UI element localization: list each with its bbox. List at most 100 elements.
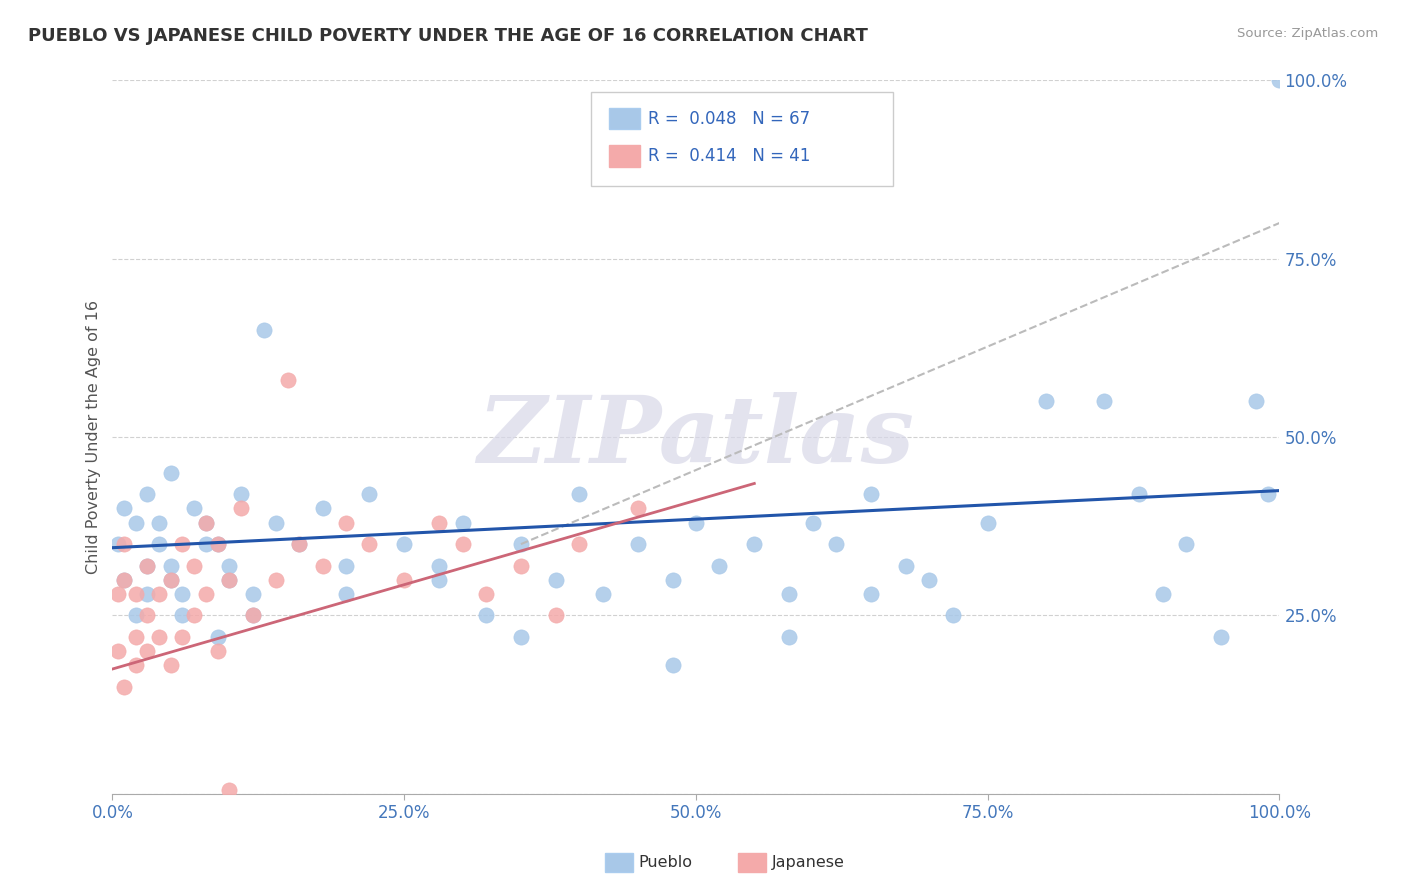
- Point: [136, 644, 159, 658]
- Point: [183, 558, 205, 573]
- Point: [509, 558, 531, 573]
- Point: [160, 658, 183, 673]
- Point: [194, 516, 217, 530]
- Point: [860, 587, 883, 601]
- Point: [125, 608, 148, 623]
- Point: [709, 558, 731, 573]
- Text: PUEBLO VS JAPANESE CHILD POVERTY UNDER THE AGE OF 16 CORRELATION CHART: PUEBLO VS JAPANESE CHILD POVERTY UNDER T…: [28, 27, 868, 45]
- Point: [112, 537, 135, 551]
- Point: [1035, 394, 1057, 409]
- Point: [207, 537, 229, 551]
- Point: [778, 587, 800, 601]
- Point: [276, 373, 298, 387]
- Point: [229, 501, 252, 516]
- Point: [125, 658, 148, 673]
- Point: [125, 516, 148, 530]
- Point: [242, 608, 264, 623]
- Point: [148, 537, 170, 551]
- Text: R =  0.414   N = 41: R = 0.414 N = 41: [648, 147, 810, 165]
- Point: [242, 587, 264, 601]
- Point: [172, 608, 194, 623]
- Point: [544, 608, 567, 623]
- Point: [1257, 487, 1279, 501]
- Point: [253, 323, 276, 337]
- Point: [136, 608, 159, 623]
- Point: [825, 537, 848, 551]
- Point: [160, 573, 183, 587]
- Point: [112, 501, 135, 516]
- Point: [264, 573, 287, 587]
- Point: [335, 516, 357, 530]
- Point: [172, 630, 194, 644]
- Point: [475, 608, 498, 623]
- Point: [148, 587, 170, 601]
- Point: [207, 537, 229, 551]
- Point: [207, 630, 229, 644]
- Point: [311, 558, 333, 573]
- Point: [107, 537, 129, 551]
- Point: [451, 516, 474, 530]
- Point: [136, 558, 159, 573]
- Point: [509, 630, 531, 644]
- Text: Pueblo: Pueblo: [638, 855, 692, 870]
- Point: [427, 516, 450, 530]
- Point: [1209, 630, 1232, 644]
- Point: [509, 537, 531, 551]
- Point: [568, 487, 591, 501]
- Point: [112, 573, 135, 587]
- Point: [107, 587, 129, 601]
- Point: [207, 644, 229, 658]
- Point: [942, 608, 965, 623]
- Point: [475, 587, 498, 601]
- Point: [568, 537, 591, 551]
- Point: [160, 573, 183, 587]
- Point: [335, 587, 357, 601]
- Point: [778, 630, 800, 644]
- Point: [136, 587, 159, 601]
- Point: [359, 537, 381, 551]
- Point: [685, 516, 707, 530]
- Text: Source: ZipAtlas.com: Source: ZipAtlas.com: [1237, 27, 1378, 40]
- Point: [288, 537, 311, 551]
- Point: [107, 644, 129, 658]
- Point: [976, 516, 998, 530]
- Point: [125, 630, 148, 644]
- Point: [136, 487, 159, 501]
- Point: [288, 537, 311, 551]
- Point: [194, 587, 217, 601]
- Point: [194, 516, 217, 530]
- Point: [394, 537, 416, 551]
- Point: [860, 487, 883, 501]
- Point: [160, 558, 183, 573]
- Point: [112, 573, 135, 587]
- Point: [1094, 394, 1116, 409]
- Point: [1152, 587, 1174, 601]
- Y-axis label: Child Poverty Under the Age of 16: Child Poverty Under the Age of 16: [86, 300, 101, 574]
- Point: [894, 558, 917, 573]
- Point: [627, 501, 650, 516]
- Point: [172, 587, 194, 601]
- Point: [194, 537, 217, 551]
- Point: [335, 558, 357, 573]
- Point: [112, 680, 135, 694]
- Point: [427, 558, 450, 573]
- Point: [451, 537, 474, 551]
- Point: [172, 537, 194, 551]
- Point: [544, 573, 567, 587]
- Point: [661, 573, 683, 587]
- Point: [148, 630, 170, 644]
- Point: [242, 608, 264, 623]
- Point: [148, 516, 170, 530]
- Text: Japanese: Japanese: [772, 855, 845, 870]
- Point: [136, 558, 159, 573]
- Point: [1175, 537, 1198, 551]
- Point: [627, 537, 650, 551]
- Point: [801, 516, 824, 530]
- Point: [918, 573, 941, 587]
- Point: [394, 573, 416, 587]
- Point: [359, 487, 381, 501]
- Point: [183, 501, 205, 516]
- Point: [592, 587, 614, 601]
- Point: [1128, 487, 1150, 501]
- Point: [427, 573, 450, 587]
